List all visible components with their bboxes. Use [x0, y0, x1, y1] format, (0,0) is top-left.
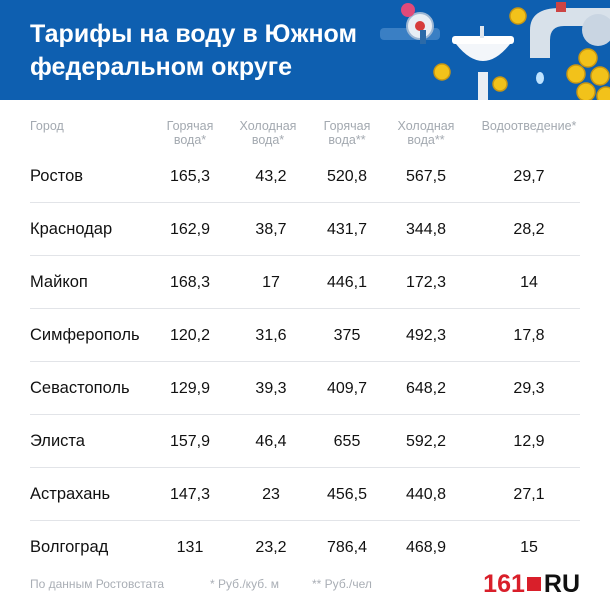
row-divider	[30, 520, 580, 521]
city-cell: Элиста	[30, 432, 85, 450]
cold-water-2-cell: 172,3	[405, 274, 447, 291]
cold-water-1-cell: 23	[262, 486, 280, 503]
coin-icon	[433, 7, 610, 100]
cold-water-2-cell: 492,3	[405, 327, 447, 344]
unit-note-cubic: * Руб./куб. м	[210, 577, 279, 591]
table-row: Волгоград 131 23,2 786,4 468,9 15	[30, 521, 580, 574]
column-header-cold-water-1: Холодная вода*	[239, 119, 297, 147]
drainage-cell: 12,9	[513, 433, 545, 450]
cold-water-1-cell: 46,4	[255, 433, 287, 450]
hot-water-2-cell: 786,4	[326, 539, 368, 556]
city-cell: Астрахань	[30, 485, 111, 503]
cold-water-1-cell: 31,6	[255, 327, 287, 344]
row-divider	[30, 308, 580, 309]
cold-water-2-cell: 567,5	[405, 168, 447, 185]
unit-note-person: ** Руб./чел	[312, 577, 372, 591]
table-row: Краснодар 162,9 38,7 431,7 344,8 28,2	[30, 203, 580, 256]
hot-water-1-cell: 147,3	[169, 486, 211, 503]
cold-water-2-cell: 648,2	[405, 380, 447, 397]
table-row: Симферополь 120,2 31,6 375 492,3 17,8	[30, 309, 580, 362]
cold-water-1-cell: 23,2	[255, 539, 287, 556]
city-cell: Краснодар	[30, 220, 113, 238]
site-logo[interactable]: 161 RU	[483, 570, 580, 598]
hot-water-2-cell: 409,7	[326, 380, 368, 397]
water-utilities-illustration	[380, 2, 610, 100]
column-header-cold-water-2: Холодная вода**	[397, 119, 455, 147]
column-header-city: Город	[30, 119, 64, 133]
page-title: Тарифы на воду в Южном федеральном округ…	[30, 20, 357, 81]
table-row: Севастополь 129,9 39,3 409,7 648,2 29,3	[30, 362, 580, 415]
hot-water-2-cell: 520,8	[326, 168, 368, 185]
hot-water-1-cell: 162,9	[169, 221, 211, 238]
column-header-drainage: Водоотведение*	[481, 119, 577, 133]
logo-number: 161	[483, 570, 525, 598]
hot-water-1-cell: 168,3	[169, 274, 211, 291]
hot-water-2-cell: 431,7	[326, 221, 368, 238]
row-divider	[30, 414, 580, 415]
cold-water-1-cell: 17	[262, 274, 280, 291]
city-cell: Майкоп	[30, 273, 88, 291]
column-header-hot-water-2: Горячая вода**	[323, 119, 371, 147]
city-cell: Симферополь	[30, 326, 140, 344]
hot-water-1-cell: 131	[176, 539, 204, 556]
hot-water-1-cell: 165,3	[169, 168, 211, 185]
source-note: По данным Ростовстата	[30, 577, 165, 591]
water-tap-icon	[530, 2, 610, 84]
logo-square	[526, 577, 541, 591]
city-cell: Севастополь	[30, 379, 130, 397]
drainage-cell: 28,2	[513, 221, 545, 238]
row-divider	[30, 255, 580, 256]
hot-water-2-cell: 655	[333, 433, 361, 450]
table-row: Элиста 157,9 46,4 655 592,2 12,9	[30, 415, 580, 468]
cold-water-2-cell: 440,8	[405, 486, 447, 503]
table-row: Ростов 165,3 43,2 520,8 567,5 29,7	[30, 150, 580, 203]
cold-water-2-cell: 344,8	[405, 221, 447, 238]
drainage-cell: 14	[520, 274, 538, 291]
drainage-cell: 29,3	[513, 380, 545, 397]
drainage-cell: 15	[520, 539, 538, 556]
row-divider	[30, 202, 580, 203]
hot-water-1-cell: 157,9	[169, 433, 211, 450]
city-cell: Ростов	[30, 167, 84, 185]
logo-domain: RU	[543, 570, 580, 598]
header-banner: Тарифы на воду в Южном федеральном округ…	[0, 0, 610, 100]
sink-icon	[452, 26, 514, 100]
row-divider	[30, 361, 580, 362]
table-row: Астрахань 147,3 23 456,5 440,8 27,1	[30, 468, 580, 521]
hot-water-2-cell: 375	[333, 327, 361, 344]
column-header-hot-water-1: Горячая вода*	[166, 119, 214, 147]
cold-water-2-cell: 592,2	[405, 433, 447, 450]
cold-water-1-cell: 39,3	[255, 380, 287, 397]
hot-water-1-cell: 129,9	[169, 380, 211, 397]
hot-water-1-cell: 120,2	[169, 327, 211, 344]
drainage-cell: 17,8	[513, 327, 545, 344]
row-divider	[30, 467, 580, 468]
valve-icon	[380, 3, 440, 44]
table-row: Майкоп 168,3 17 446,1 172,3 14	[30, 256, 580, 309]
hot-water-2-cell: 446,1	[326, 274, 368, 291]
drainage-cell: 29,7	[513, 168, 545, 185]
cold-water-1-cell: 38,7	[255, 221, 287, 238]
cold-water-2-cell: 468,9	[405, 539, 447, 556]
hot-water-2-cell: 456,5	[326, 486, 368, 503]
city-cell: Волгоград	[30, 538, 109, 556]
drainage-cell: 27,1	[513, 486, 545, 503]
cold-water-1-cell: 43,2	[255, 168, 287, 185]
